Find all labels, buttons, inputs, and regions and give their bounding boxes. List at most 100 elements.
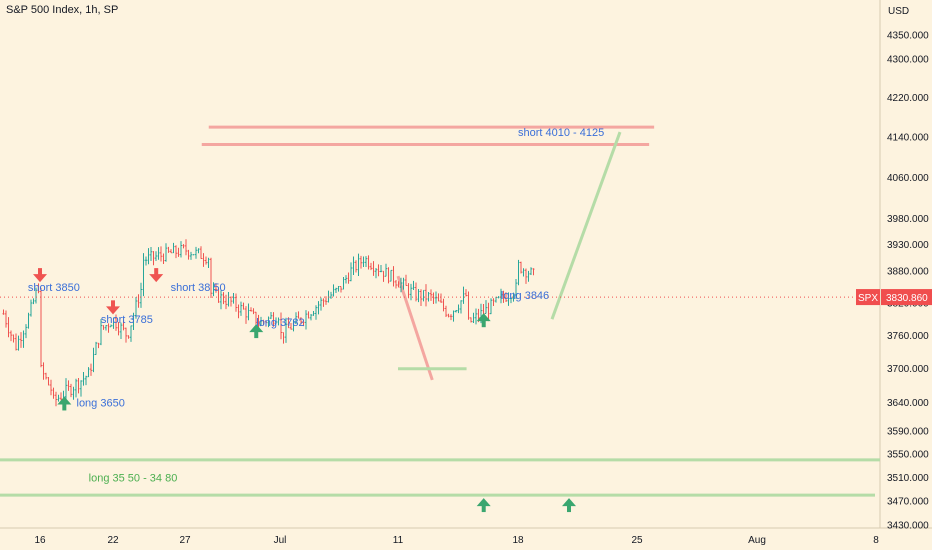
annotation-label: long 3650 (77, 397, 125, 409)
candle (220, 290, 222, 310)
candle (77, 378, 80, 394)
short-trend-line (396, 275, 434, 381)
candle (205, 256, 207, 265)
candle (340, 286, 342, 293)
candle (310, 314, 312, 321)
candle (152, 251, 155, 266)
candle (270, 312, 272, 319)
y-tick-label: 3470.000 (887, 497, 929, 508)
candle (447, 313, 450, 318)
last-price-label: 3830.860 (886, 293, 928, 304)
candle (172, 242, 175, 254)
candle (527, 270, 530, 282)
candle (325, 296, 327, 305)
candle (287, 317, 290, 329)
candle (512, 292, 515, 302)
candle (267, 316, 270, 328)
y-tick-label: 4060.000 (887, 173, 929, 184)
candle (505, 292, 507, 303)
candle (497, 296, 500, 299)
candle (265, 319, 267, 327)
candle (47, 377, 50, 386)
candle (237, 304, 240, 319)
candle (210, 257, 212, 299)
candle (445, 305, 447, 317)
down-arrow-icon (33, 268, 47, 283)
x-tick-label: 22 (107, 535, 119, 546)
candle (285, 317, 287, 343)
candle (347, 272, 350, 284)
candle (80, 380, 82, 397)
arrow-head (149, 274, 164, 283)
candle (202, 253, 205, 267)
candle (2, 309, 5, 315)
candle (212, 282, 215, 297)
candle (222, 292, 225, 305)
x-tick-label: 18 (512, 535, 524, 546)
candle (382, 270, 385, 282)
candle (255, 311, 257, 326)
candle (430, 289, 432, 301)
y-tick-label: 3760.000 (887, 331, 929, 342)
y-tick-label: 3510.000 (887, 473, 929, 484)
candle (232, 293, 235, 304)
candle (32, 298, 35, 305)
down-arrow-icon (106, 300, 120, 315)
candle (40, 287, 42, 368)
candle (142, 253, 145, 297)
candle (275, 317, 277, 325)
candle (117, 321, 120, 336)
projection-trend-line (550, 131, 622, 320)
candle (167, 246, 170, 253)
candle (197, 248, 200, 254)
candle (420, 289, 422, 306)
candle (457, 304, 460, 314)
symbol-label: SPX (858, 293, 878, 304)
candle (392, 266, 395, 287)
candle (452, 310, 455, 322)
candle (410, 283, 412, 301)
candle (387, 267, 390, 284)
candle (85, 375, 87, 386)
arrow-shaft (111, 300, 115, 309)
annotation-label: short 3785 (101, 314, 153, 326)
candle (360, 255, 362, 269)
candle (492, 298, 495, 307)
candle (362, 256, 365, 267)
candle (135, 297, 137, 319)
candle (72, 386, 75, 400)
candle (467, 291, 470, 320)
candle (367, 255, 370, 270)
candle (182, 244, 185, 249)
candle (107, 323, 110, 333)
candle (5, 310, 7, 328)
candle (290, 323, 292, 330)
candle (432, 292, 435, 305)
candle (102, 325, 105, 330)
candle (217, 288, 220, 303)
candle (520, 261, 522, 274)
candle (235, 293, 237, 312)
down-arrow-icon (149, 268, 164, 283)
candle (372, 261, 375, 276)
candle (402, 277, 405, 290)
candle (332, 284, 335, 297)
candle (110, 324, 112, 328)
candle (112, 317, 115, 329)
candle (380, 265, 382, 273)
x-tick-label: 8 (873, 535, 879, 546)
candle (530, 267, 532, 275)
candle (25, 324, 27, 339)
candle (140, 282, 142, 308)
arrow-shaft (154, 268, 159, 277)
candle (10, 330, 12, 342)
candle (230, 296, 232, 307)
candle (170, 249, 172, 254)
y-tick-label: 3550.000 (887, 450, 929, 461)
candle (425, 284, 427, 307)
candle (87, 367, 90, 378)
candle (160, 246, 162, 262)
chart-title: S&P 500 Index, 1h, SP (6, 4, 119, 16)
